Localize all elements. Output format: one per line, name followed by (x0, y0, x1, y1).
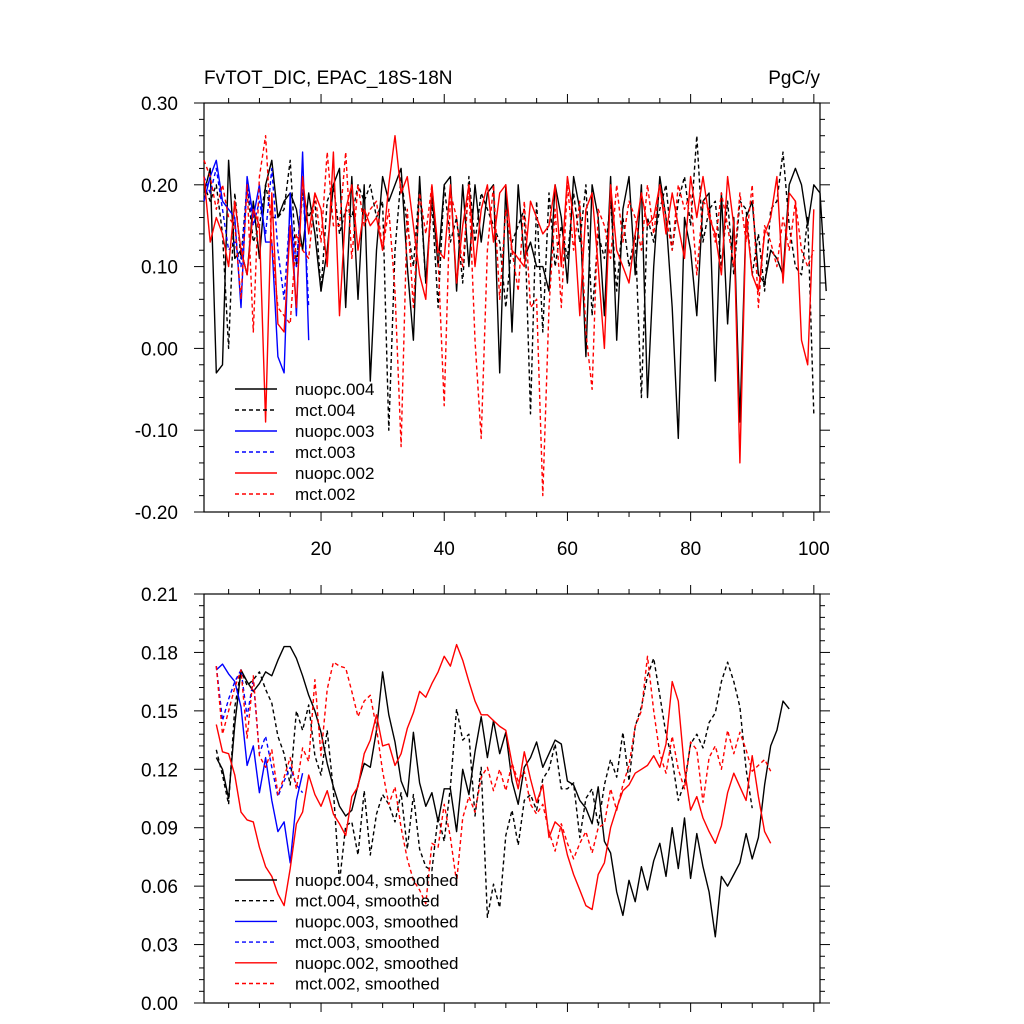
y-tick-label: -0.10 (135, 421, 178, 442)
legend-label: nuopc.002 (295, 464, 374, 483)
y-tick-label: 0.21 (141, 585, 178, 606)
legend-label: mct.004, smoothed (295, 892, 440, 911)
series-line-mct-002 (203, 134, 815, 497)
legend-label: nuopc.003 (295, 422, 374, 441)
series-line-mct-003-smoothed (215, 666, 304, 798)
top-legend: nuopc.004 mct.004 nuopc.003 mct.003 nuopc.00… (235, 380, 374, 504)
y-tick-label: 0.12 (141, 760, 178, 781)
top-panel-title: FvTOT_DIC, EPAC_18S-18N (204, 68, 452, 89)
series-line-mct-004 (203, 134, 815, 431)
x-tick-label: 40 (434, 539, 455, 560)
top-y-axis: -0.20 -0.10 0.00 0.10 0.20 0.30 (135, 94, 830, 524)
legend-label: nuopc.003, smoothed (295, 912, 459, 931)
x-tick-label: 60 (557, 539, 578, 560)
top-plot-frame (203, 102, 821, 513)
y-tick-label: 0.06 (141, 877, 178, 898)
series-line-mct-003 (203, 167, 310, 308)
top-panel-units: PgC/y (768, 68, 820, 89)
y-tick-label: -0.20 (135, 503, 178, 524)
y-tick-label: 0.00 (141, 994, 178, 1015)
x-tick-label: 80 (680, 539, 701, 560)
y-tick-label: 0.00 (141, 339, 178, 360)
x-tick-label: 20 (310, 539, 331, 560)
y-tick-label: 0.20 (141, 176, 178, 197)
legend-label: mct.004 (295, 401, 355, 420)
y-tick-label: 0.09 (141, 819, 178, 840)
legend-label: mct.002, smoothed (295, 975, 440, 994)
bottom-x-axis (228, 585, 815, 1012)
y-tick-label: 0.03 (141, 936, 178, 957)
y-tick-label: 0.10 (141, 258, 178, 279)
legend-label: nuopc.004 (295, 380, 374, 399)
series-line-nuopc-004-smoothed (215, 645, 790, 938)
bottom-series-group (215, 643, 790, 938)
series-line-nuopc-003-smoothed (215, 663, 304, 864)
bottom-plot-frame (203, 593, 821, 1004)
top-x-axis: 20 40 60 80 100 (228, 94, 830, 560)
legend-label: nuopc.002, smoothed (295, 954, 459, 973)
top-series-group (203, 134, 827, 497)
series-line-nuopc-002-smoothed (215, 643, 772, 911)
y-tick-label: 0.18 (141, 643, 178, 664)
series-line-nuopc-003 (203, 151, 310, 374)
legend-label: mct.003 (295, 443, 355, 462)
bottom-panel: 0.00 0.03 0.06 0.09 0.12 0.15 0.18 0.21 nuopc.0… (141, 585, 830, 1015)
series-line-mct-004-smoothed (215, 657, 753, 918)
top-panel: FvTOT_DIC, EPAC_18S-18N PgC/y 20 40 60 80 10… (135, 68, 830, 560)
series-line-nuopc-004 (203, 159, 827, 440)
x-tick-label: 100 (798, 539, 830, 560)
legend-label: nuopc.004, smoothed (295, 871, 459, 890)
legend-label: mct.002 (295, 485, 355, 504)
y-tick-label: 0.30 (141, 94, 178, 115)
series-line-nuopc-002 (203, 134, 815, 464)
legend-label: mct.003, smoothed (295, 933, 440, 952)
series-line-mct-002-smoothed (215, 655, 772, 905)
bottom-y-axis: 0.00 0.03 0.06 0.09 0.12 0.15 0.18 0.21 (141, 585, 830, 1015)
y-tick-label: 0.15 (141, 702, 178, 723)
